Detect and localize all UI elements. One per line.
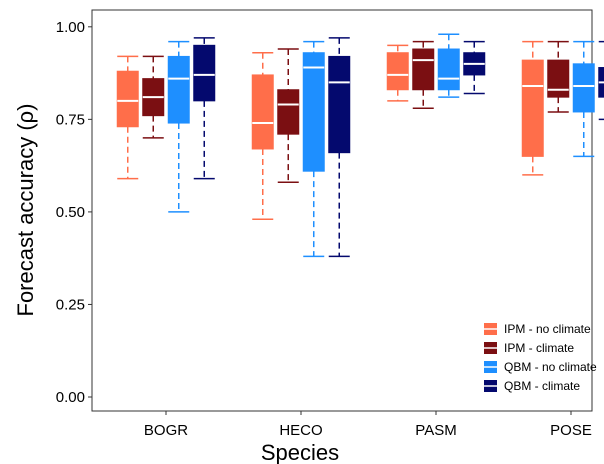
box-heco <box>251 51 274 221</box>
y-tick-label: 0.25 <box>56 296 85 313</box>
series-ipm-no-climate <box>116 40 544 221</box>
legend-label: IPM - no climate <box>504 322 591 336</box>
box-bogr <box>142 55 165 139</box>
box-pose <box>572 40 595 158</box>
iqr-box <box>116 70 139 128</box>
y-tick-label: 0.00 <box>56 389 85 406</box>
y-tick-label: 0.75 <box>56 111 85 128</box>
iqr-box <box>386 52 409 91</box>
legend-label: IPM - climate <box>504 341 574 355</box>
x-tick-label: HECO <box>279 422 322 439</box>
iqr-box <box>547 59 570 98</box>
iqr-box <box>412 48 435 91</box>
y-axis: 0.00 0.25 0.50 0.75 1.00 <box>56 19 92 406</box>
box-pose <box>521 40 544 176</box>
box-heco <box>277 48 300 184</box>
box-pasm <box>412 40 435 109</box>
series-qbm-climate <box>193 37 604 258</box>
box-pose <box>598 40 604 121</box>
iqr-box <box>328 55 351 154</box>
x-axis: BOGR HECO PASM POSE <box>144 411 592 439</box>
iqr-box <box>193 44 216 102</box>
box-pasm <box>437 33 460 98</box>
legend-item: QBM - climate <box>484 379 580 393</box>
x-tick-label: BOGR <box>144 422 188 439</box>
x-axis-title: Species <box>261 440 339 464</box>
box-bogr <box>193 37 216 180</box>
iqr-box <box>302 52 325 172</box>
iqr-box <box>437 48 460 91</box>
box-bogr <box>116 55 139 180</box>
y-axis-title: Forecast accuracy (ρ) <box>13 103 38 316</box>
box-pose <box>547 40 570 113</box>
chart-marks <box>116 33 604 258</box>
iqr-box <box>521 59 544 157</box>
x-tick-label: POSE <box>550 422 592 439</box>
iqr-box <box>251 74 274 150</box>
box-bogr <box>167 40 190 213</box>
box-heco <box>302 40 325 258</box>
y-tick-label: 1.00 <box>56 19 85 36</box>
iqr-box <box>572 63 595 113</box>
y-tick-label: 0.50 <box>56 204 85 221</box>
x-tick-label: PASM <box>415 422 456 439</box>
legend-item: IPM - climate <box>484 341 574 355</box>
series-ipm-climate <box>142 40 570 184</box>
box-heco <box>328 37 351 258</box>
legend-item: IPM - no climate <box>484 322 591 336</box>
iqr-box <box>167 55 190 124</box>
legend-label: QBM - no climate <box>504 360 597 374</box>
legend-item: QBM - no climate <box>484 360 597 374</box>
box-pasm <box>463 40 486 95</box>
box-pasm <box>386 44 409 102</box>
iqr-box <box>277 89 300 135</box>
legend: IPM - no climate IPM - climate QBM - no cl… <box>484 322 597 393</box>
series-qbm-no-climate <box>167 33 595 258</box>
legend-label: QBM - climate <box>504 379 580 393</box>
